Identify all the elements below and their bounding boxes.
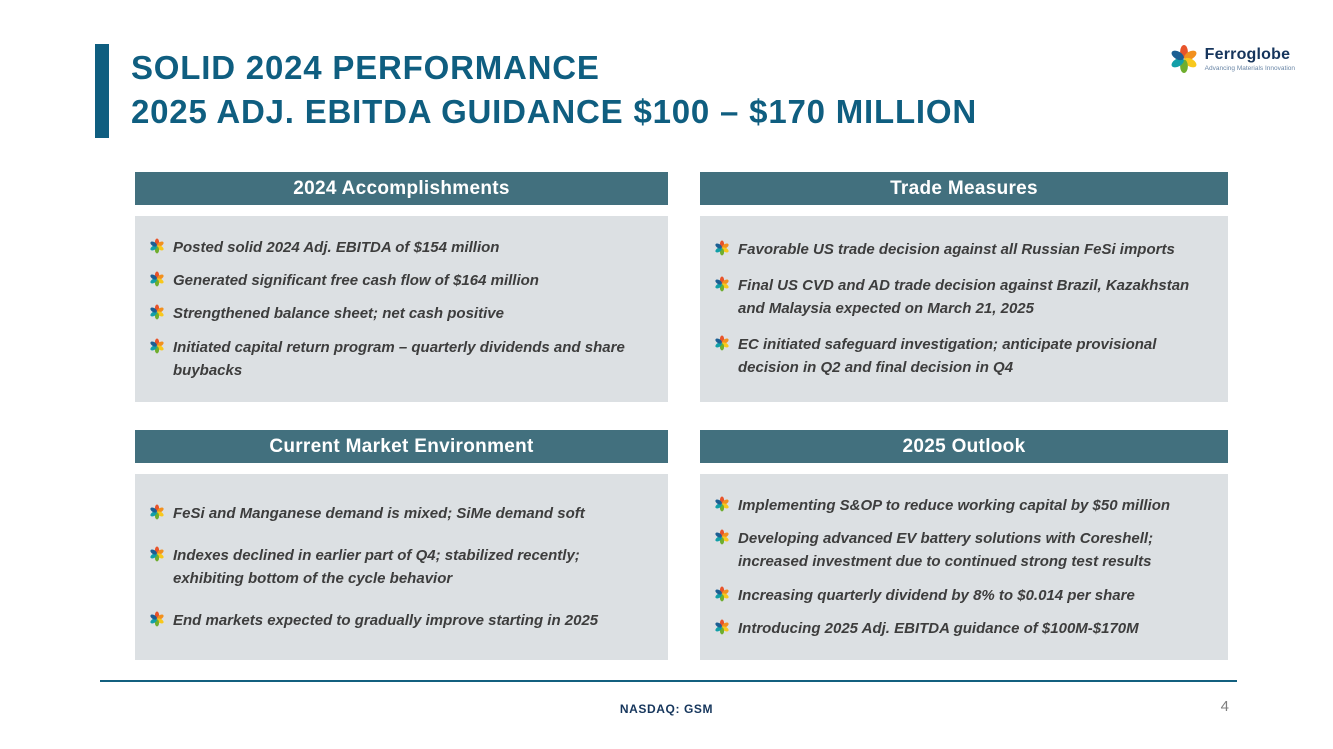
pinwheel-bullet-icon	[149, 338, 165, 354]
panel-header-2025-outlook: 2025 Outlook	[700, 430, 1228, 463]
footer-ticker: NASDAQ: GSM	[619, 702, 714, 716]
panel-header-2024-accomplishments: 2024 Accomplishments	[135, 172, 668, 205]
logo-tagline: Advancing Materials Innovation	[1204, 65, 1295, 72]
footer-divider	[100, 680, 1237, 682]
bullet-item: FeSi and Manganese demand is mixed; SiMe…	[149, 502, 654, 525]
panel-current-market-environment: Current Market Environment FeSi and Mang…	[135, 430, 668, 660]
pinwheel-bullet-icon	[714, 276, 730, 292]
pinwheel-bullet-icon	[149, 271, 165, 287]
panel-header-current-market-environment: Current Market Environment	[135, 430, 668, 463]
bullet-text: EC initiated safeguard investigation; an…	[738, 336, 1157, 377]
bullet-item: Initiated capital return program – quart…	[149, 336, 654, 383]
pinwheel-bullet-icon	[149, 504, 165, 520]
bullet-text: Favorable US trade decision against all …	[738, 241, 1175, 259]
bullet-text: End markets expected to gradually improv…	[173, 611, 599, 629]
pinwheel-bullet-icon	[149, 611, 165, 627]
bullet-item: Generated significant free cash flow of …	[149, 269, 654, 292]
title-accent-bar	[95, 44, 109, 138]
bullet-item: Developing advanced EV battery solutions…	[714, 527, 1214, 574]
panel-2025-outlook: 2025 Outlook Implementing S&OP to reduce…	[700, 430, 1228, 660]
slide-title-line2: 2025 ADJ. EBITDA GUIDANCE $100 – $170 MI…	[131, 93, 977, 130]
pinwheel-bullet-icon	[714, 586, 730, 602]
bullet-text: Indexes declined in earlier part of Q4; …	[173, 546, 580, 587]
panel-body-current-market-environment: FeSi and Manganese demand is mixed; SiMe…	[135, 474, 668, 660]
bullet-item: Favorable US trade decision against all …	[714, 238, 1214, 261]
bullet-text: Initiated capital return program – quart…	[173, 338, 625, 379]
pinwheel-bullet-icon	[149, 304, 165, 320]
panel-body-2024-accomplishments: Posted solid 2024 Adj. EBITDA of $154 mi…	[135, 216, 668, 402]
bullet-text: Developing advanced EV battery solutions…	[738, 530, 1154, 571]
bullet-item: Posted solid 2024 Adj. EBITDA of $154 mi…	[149, 236, 654, 259]
pinwheel-bullet-icon	[714, 496, 730, 512]
page-number: 4	[1220, 698, 1229, 715]
pinwheel-bullet-icon	[149, 238, 165, 254]
bullet-item: Final US CVD and AD trade decision again…	[714, 274, 1214, 321]
pinwheel-bullet-icon	[714, 619, 730, 635]
panel-trade-measures: Trade Measures Favorable US trade decisi…	[700, 172, 1228, 402]
bullet-text: Posted solid 2024 Adj. EBITDA of $154 mi…	[173, 238, 500, 256]
bullet-item: Strengthened balance sheet; net cash pos…	[149, 302, 654, 325]
pinwheel-bullet-icon	[714, 335, 730, 351]
bullet-item: Introducing 2025 Adj. EBITDA guidance of…	[714, 617, 1214, 640]
panel-header-trade-measures: Trade Measures	[700, 172, 1228, 205]
bullet-text: Implementing S&OP to reduce working capi…	[738, 496, 1171, 514]
bullet-item: Indexes declined in earlier part of Q4; …	[149, 544, 654, 591]
panel-body-trade-measures: Favorable US trade decision against all …	[700, 216, 1228, 402]
pinwheel-bullet-icon	[714, 240, 730, 256]
bullet-text: FeSi and Manganese demand is mixed; SiMe…	[173, 505, 585, 523]
ferroglobe-logo-icon	[1169, 44, 1199, 79]
slide-title-line1: SOLID 2024 PERFORMANCE	[131, 49, 600, 86]
slide-title: SOLID 2024 PERFORMANCE 2025 ADJ. EBITDA …	[131, 46, 977, 134]
ferroglobe-logo: Ferroglobe Advancing Materials Innovatio…	[1169, 44, 1295, 79]
panel-2024-accomplishments: 2024 Accomplishments Posted solid 2024 A…	[135, 172, 668, 402]
bullet-item: End markets expected to gradually improv…	[149, 609, 654, 632]
bullet-text: Introducing 2025 Adj. EBITDA guidance of…	[738, 619, 1139, 637]
logo-text: Ferroglobe Advancing Materials Innovatio…	[1205, 44, 1295, 72]
bullet-text: Strengthened balance sheet; net cash pos…	[173, 305, 504, 323]
pinwheel-bullet-icon	[714, 529, 730, 545]
quadrant-grid: 2024 Accomplishments Posted solid 2024 A…	[135, 172, 1228, 660]
bullet-item: Increasing quarterly dividend by 8% to $…	[714, 584, 1214, 607]
bullet-item: EC initiated safeguard investigation; an…	[714, 333, 1214, 380]
bullet-item: Implementing S&OP to reduce working capi…	[714, 494, 1214, 517]
bullet-text: Final US CVD and AD trade decision again…	[738, 277, 1190, 318]
logo-name: Ferroglobe	[1204, 46, 1291, 63]
bullet-text: Increasing quarterly dividend by 8% to $…	[738, 586, 1135, 604]
pinwheel-bullet-icon	[149, 546, 165, 562]
panel-body-2025-outlook: Implementing S&OP to reduce working capi…	[700, 474, 1228, 660]
bullet-text: Generated significant free cash flow of …	[173, 272, 539, 290]
